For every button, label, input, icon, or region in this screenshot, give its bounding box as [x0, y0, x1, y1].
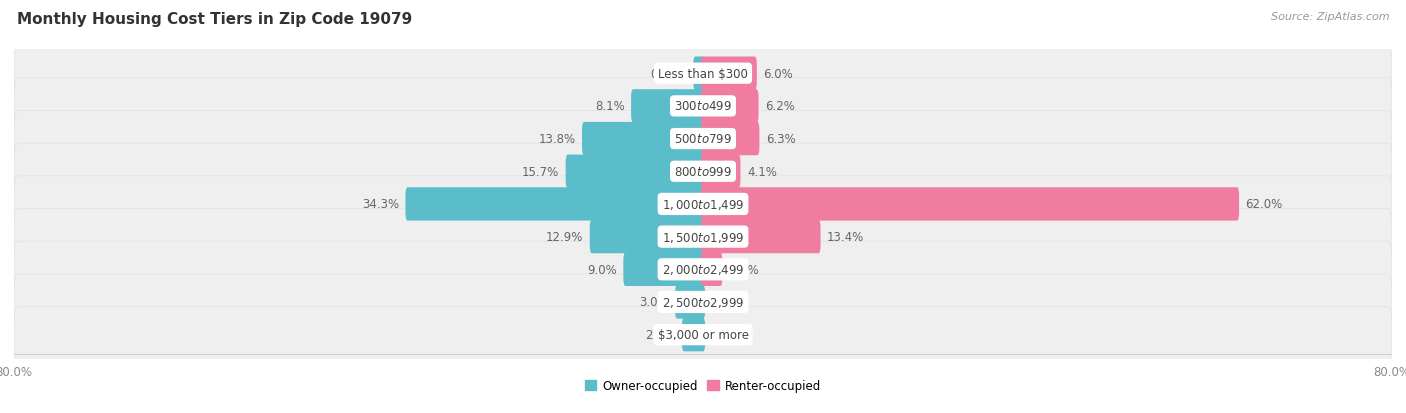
Text: $3,000 or more: $3,000 or more	[658, 328, 748, 341]
Text: $1,000 to $1,499: $1,000 to $1,499	[662, 197, 744, 211]
FancyBboxPatch shape	[14, 78, 1392, 135]
FancyBboxPatch shape	[700, 188, 1239, 221]
Text: 15.7%: 15.7%	[522, 165, 560, 178]
FancyBboxPatch shape	[623, 253, 706, 286]
Text: 4.1%: 4.1%	[747, 165, 776, 178]
FancyBboxPatch shape	[700, 90, 759, 123]
FancyBboxPatch shape	[675, 286, 706, 319]
FancyBboxPatch shape	[700, 253, 723, 286]
FancyBboxPatch shape	[405, 188, 706, 221]
Text: Source: ZipAtlas.com: Source: ZipAtlas.com	[1271, 12, 1389, 22]
Text: 3.0%: 3.0%	[638, 296, 669, 309]
Text: 6.3%: 6.3%	[766, 133, 796, 146]
FancyBboxPatch shape	[582, 123, 706, 156]
FancyBboxPatch shape	[14, 111, 1392, 167]
FancyBboxPatch shape	[700, 57, 756, 90]
FancyBboxPatch shape	[14, 242, 1392, 298]
Text: 0.0%: 0.0%	[711, 328, 741, 341]
FancyBboxPatch shape	[693, 57, 706, 90]
Text: 13.8%: 13.8%	[538, 133, 575, 146]
Text: $300 to $499: $300 to $499	[673, 100, 733, 113]
Text: $800 to $999: $800 to $999	[673, 165, 733, 178]
Text: 2.2%: 2.2%	[645, 328, 675, 341]
FancyBboxPatch shape	[14, 176, 1392, 233]
Text: Monthly Housing Cost Tiers in Zip Code 19079: Monthly Housing Cost Tiers in Zip Code 1…	[17, 12, 412, 27]
FancyBboxPatch shape	[700, 123, 759, 156]
Text: 6.0%: 6.0%	[763, 68, 793, 81]
Text: $2,500 to $2,999: $2,500 to $2,999	[662, 295, 744, 309]
FancyBboxPatch shape	[700, 155, 741, 188]
Text: 2.0%: 2.0%	[728, 263, 759, 276]
Text: 0.88%: 0.88%	[650, 68, 686, 81]
Text: 9.0%: 9.0%	[588, 263, 617, 276]
Text: Less than $300: Less than $300	[658, 68, 748, 81]
Legend: Owner-occupied, Renter-occupied: Owner-occupied, Renter-occupied	[579, 375, 827, 397]
Text: 62.0%: 62.0%	[1246, 198, 1282, 211]
Text: $500 to $799: $500 to $799	[673, 133, 733, 146]
Text: 8.1%: 8.1%	[595, 100, 624, 113]
Text: 34.3%: 34.3%	[361, 198, 399, 211]
FancyBboxPatch shape	[14, 274, 1392, 330]
FancyBboxPatch shape	[631, 90, 706, 123]
FancyBboxPatch shape	[14, 307, 1392, 363]
Text: 12.9%: 12.9%	[546, 230, 583, 244]
FancyBboxPatch shape	[589, 221, 706, 254]
Text: $1,500 to $1,999: $1,500 to $1,999	[662, 230, 744, 244]
FancyBboxPatch shape	[700, 221, 821, 254]
FancyBboxPatch shape	[14, 144, 1392, 200]
FancyBboxPatch shape	[682, 318, 706, 351]
Text: 6.2%: 6.2%	[765, 100, 794, 113]
Text: 13.4%: 13.4%	[827, 230, 865, 244]
Text: 0.0%: 0.0%	[711, 296, 741, 309]
Text: $2,000 to $2,499: $2,000 to $2,499	[662, 263, 744, 277]
FancyBboxPatch shape	[14, 46, 1392, 102]
FancyBboxPatch shape	[565, 155, 706, 188]
FancyBboxPatch shape	[14, 209, 1392, 265]
